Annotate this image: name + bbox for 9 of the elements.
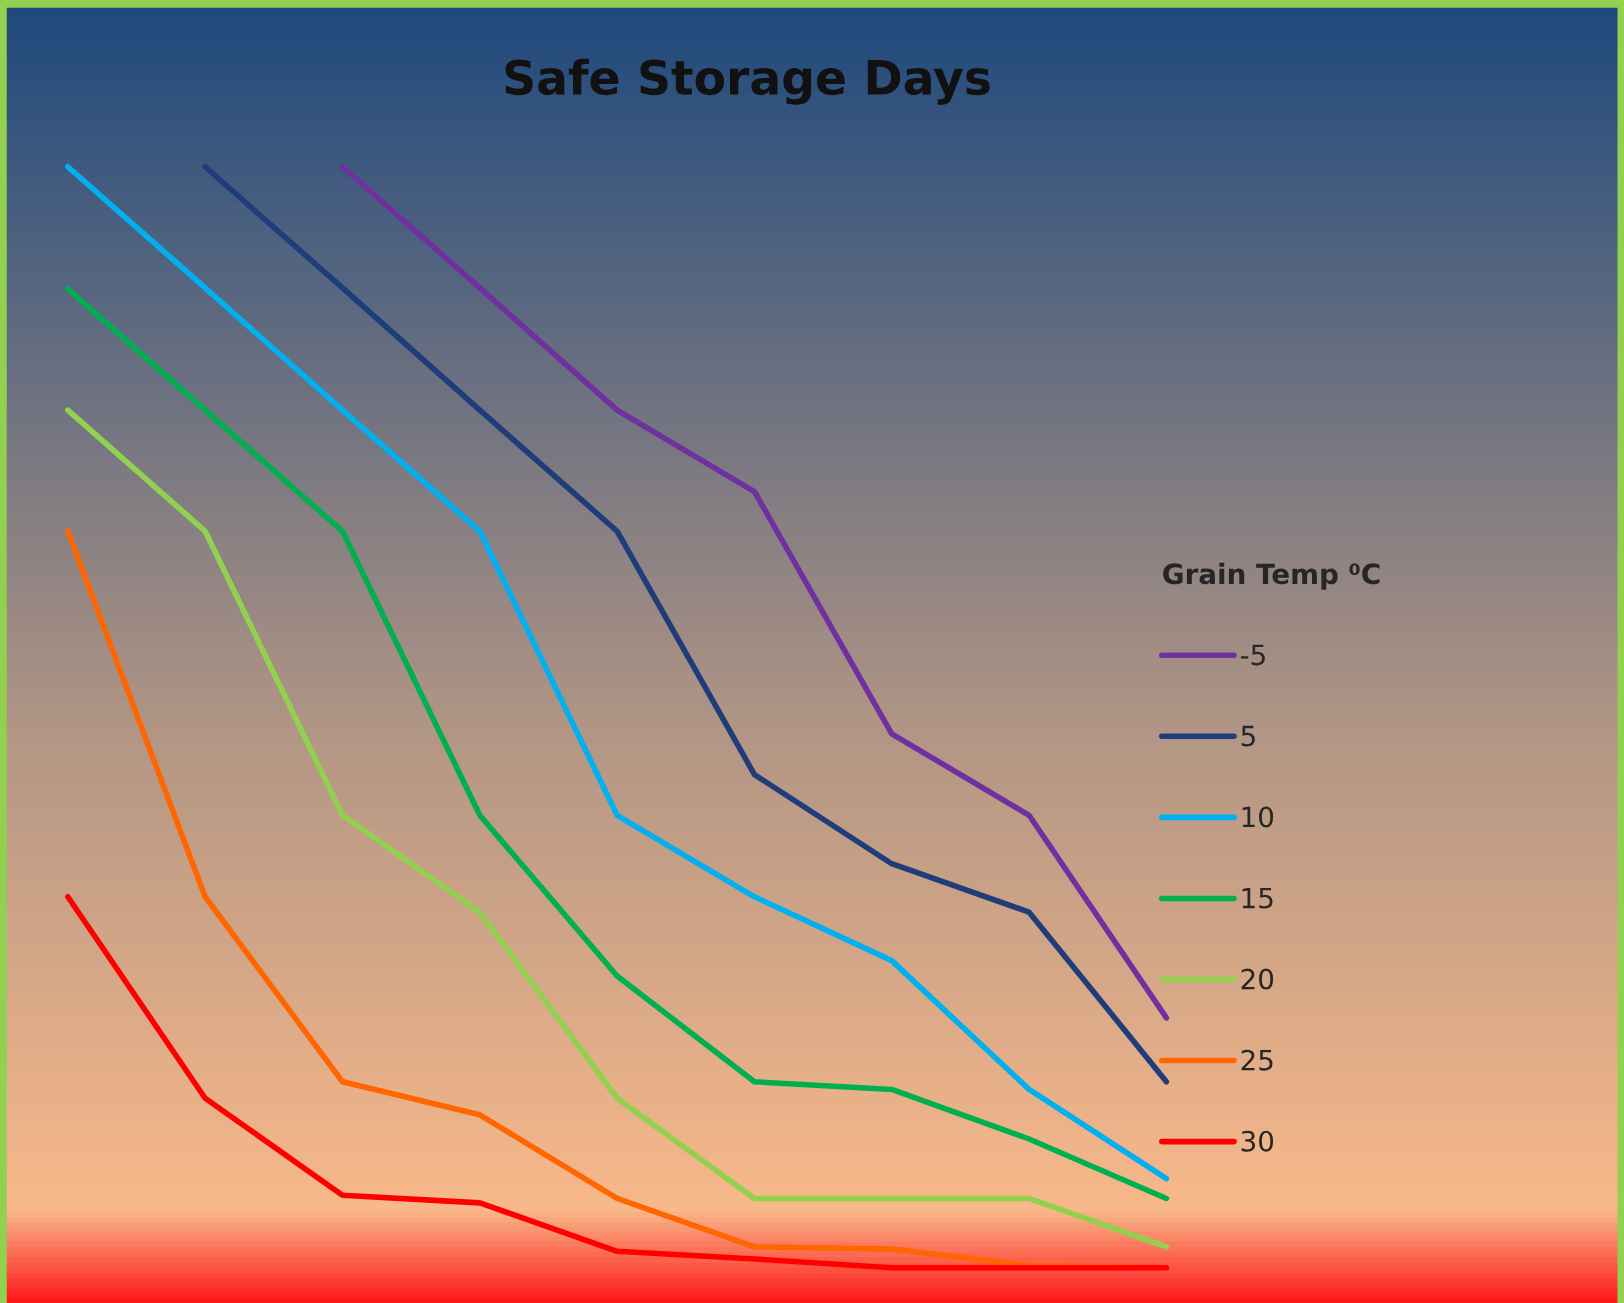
legend-label: 5 [1241,725,1255,747]
legend-label: 10 [1242,806,1274,828]
legend-label: 20 [1241,968,1274,990]
chart-title: Safe Storage Days [505,58,990,105]
legend-label: -5 [1240,644,1265,666]
legend-title: Grain Temp ⁰C [1163,562,1380,590]
legend-label: 30 [1241,1130,1274,1152]
legend-label: 15 [1242,887,1273,909]
legend-label: 25 [1241,1049,1273,1071]
